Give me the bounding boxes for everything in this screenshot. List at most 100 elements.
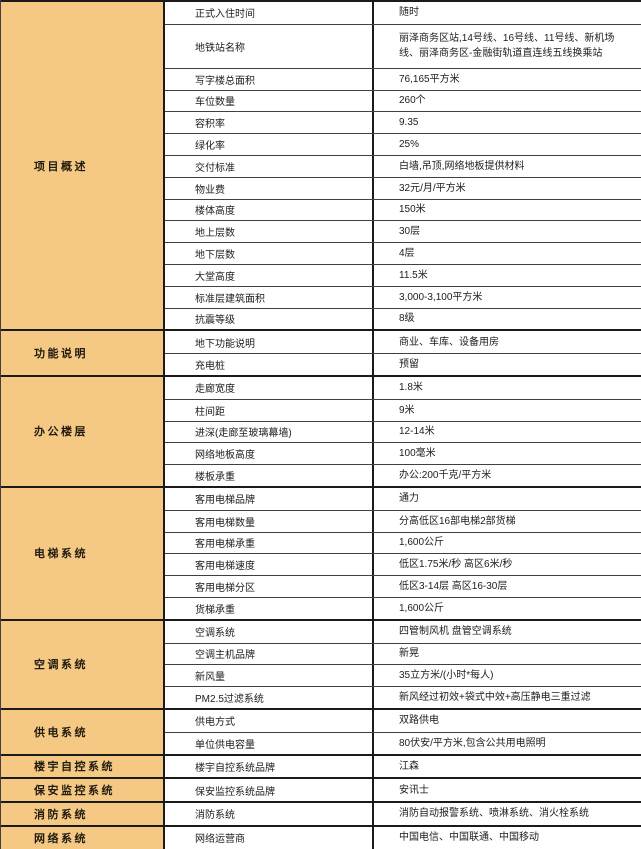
- table-row: 楼宇自控系统品牌 江森: [165, 755, 641, 778]
- attribute-value: 双路供电: [399, 715, 439, 727]
- attribute-value: 3,000-3,100平方米: [399, 291, 483, 303]
- table-row: 客用电梯数量 分高低区16部电梯2部货梯: [165, 509, 641, 532]
- attribute-label: 写字楼总面积: [165, 68, 374, 90]
- table-row: 进深(走廊至玻璃幕墙) 12-14米: [165, 420, 641, 443]
- attribute-value: 江森: [399, 760, 419, 772]
- table-section: 网络系统 网络运营商 中国电信、中国联通、中国移动: [1, 824, 641, 849]
- attribute-value: 8级: [399, 313, 415, 325]
- table-row: 供电方式 双路供电: [165, 709, 641, 732]
- attribute-label: 楼宇自控系统品牌: [165, 755, 374, 778]
- table-row: 抗震等级 8级: [165, 307, 641, 330]
- attribute-label: 标准层建筑面积: [165, 286, 374, 308]
- table-row: 楼体高度 150米: [165, 198, 641, 221]
- table-row: 地上层数 30层: [165, 220, 641, 243]
- category-label: 办公楼层: [1, 376, 163, 486]
- attribute-value: 12-14米: [399, 426, 435, 438]
- table-row: 空调主机品牌 新晃: [165, 642, 641, 665]
- attribute-value: 商业、车库、设备用房: [399, 336, 499, 348]
- attribute-value: 消防自动报警系统、喷淋系统、消火栓系统: [399, 808, 589, 820]
- category-label: 保安监控系统: [1, 779, 163, 802]
- table-row: 绿化率 25%: [165, 133, 641, 155]
- attribute-value: 9.35: [399, 117, 419, 129]
- attribute-value: 76,165平方米: [399, 73, 460, 85]
- table-row: 楼板承重 办公:200千克/平方米: [165, 464, 641, 486]
- table-row: 充电桩 预留: [165, 353, 641, 375]
- table-row: 交付标准 白墙,吊顶,网络地板提供材料: [165, 154, 641, 177]
- attribute-value: 80伏安/平方米,包含公共用电照明: [399, 737, 546, 749]
- section-rows: 地下功能说明 商业、车库、设备用房 充电桩 预留: [163, 331, 641, 375]
- attribute-value: 11.5米: [399, 269, 428, 281]
- attribute-value: 随时: [399, 7, 419, 19]
- table-row: PM2.5过滤系统 新风经过初效+袋式中效+高压静电三重过滤: [165, 686, 641, 708]
- table-row: 地下功能说明 商业、车库、设备用房: [165, 331, 641, 354]
- attribute-label: 货梯承重: [165, 597, 374, 619]
- attribute-value: 150米: [399, 204, 426, 216]
- table-row: 客用电梯承重 1,600公斤: [165, 531, 641, 554]
- attribute-value: 1.8米: [399, 382, 423, 394]
- attribute-label: 容积率: [165, 112, 374, 134]
- table-row: 保安监控系统品牌 安讯士: [165, 779, 641, 802]
- attribute-value: 4层: [399, 248, 415, 260]
- attribute-label: 物业费: [165, 177, 374, 199]
- section-rows: 空调系统 四管制风机 盘管空调系统空调主机品牌 新晃 新风量 35立方米/(小时*每人)…: [163, 620, 641, 708]
- attribute-label: 充电桩: [165, 354, 374, 375]
- section-rows: 供电方式 双路供电单位供电容量 80伏安/平方米,包含公共用电照明: [163, 709, 641, 754]
- attribute-label: 空调系统: [165, 620, 374, 643]
- table-section: 电梯系统 客用电梯品牌 通力 客用电梯数量 分高低区16部电梯2部货梯 客用电梯承重 1,6…: [1, 485, 641, 619]
- table-row: 标准层建筑面积 3,000-3,100平方米: [165, 285, 641, 308]
- attribute-label: 客用电梯数量: [165, 510, 374, 532]
- attribute-label: 单位供电容量: [165, 732, 374, 754]
- table-row: 客用电梯速度 低区1.75米/秒 高区6米/秒: [165, 553, 641, 576]
- attribute-value: 1,600公斤: [399, 602, 445, 614]
- table-row: 网络地板高度 100毫米: [165, 442, 641, 465]
- attribute-label: 楼板承重: [165, 465, 374, 486]
- attribute-label: 客用电梯速度: [165, 554, 374, 576]
- attribute-label: 客用电梯分区: [165, 576, 374, 597]
- table-row: 正式入住时间 随时: [165, 2, 641, 24]
- table-row: 物业费 32元/月/平方米: [165, 176, 641, 199]
- attribute-label: 客用电梯品牌: [165, 487, 374, 510]
- table-row: 柱间距 9米: [165, 398, 641, 421]
- table-row: 地铁站名称 丽泽商务区站,14号线、16号线、11号线、新机场线、丽泽商务区-金融…: [165, 23, 641, 68]
- attribute-label: 柱间距: [165, 399, 374, 421]
- attribute-value: 预留: [399, 359, 419, 371]
- attribute-value: 中国电信、中国联通、中国移动: [399, 832, 539, 844]
- category-label: 网络系统: [1, 826, 163, 849]
- table-row: 单位供电容量 80伏安/平方米,包含公共用电照明: [165, 731, 641, 754]
- attribute-value: 1,600公斤: [399, 537, 445, 549]
- table-row: 新风量 35立方米/(小时*每人): [165, 664, 641, 687]
- attribute-label: 车位数量: [165, 90, 374, 112]
- attribute-value: 办公:200千克/平方米: [399, 470, 492, 482]
- attribute-label: 供电方式: [165, 709, 374, 732]
- attribute-label: 地下层数: [165, 243, 374, 264]
- attribute-value: 30层: [399, 226, 421, 238]
- attribute-value: 丽泽商务区站,14号线、16号线、11号线、新机场线、丽泽商务区-金融街轨道直连…: [399, 33, 615, 60]
- attribute-label: 绿化率: [165, 134, 374, 155]
- attribute-value: 分高低区16部电梯2部货梯: [399, 515, 516, 527]
- attribute-value: 四管制风机 盘管空调系统: [399, 626, 512, 638]
- attribute-value: 32元/月/平方米: [399, 182, 466, 194]
- attribute-value: 260个: [399, 95, 426, 107]
- attribute-label: 正式入住时间: [165, 2, 374, 24]
- section-rows: 走廊宽度 1.8米 柱间距 9米 进深(走廊至玻璃幕墙) 12-14米 网络地板高度 100毫…: [163, 376, 641, 486]
- attribute-label: 新风量: [165, 665, 374, 687]
- section-rows: 客用电梯品牌 通力客用电梯数量 分高低区16部电梯2部货梯客用电梯承重 1,600公斤…: [163, 487, 641, 619]
- attribute-value: 9米: [399, 404, 415, 416]
- attribute-value: 25%: [399, 139, 420, 151]
- table-row: 大堂高度 11.5米: [165, 263, 641, 286]
- table-section: 保安监控系统 保安监控系统品牌 安讯士: [1, 777, 641, 802]
- attribute-value: 新风经过初效+袋式中效+高压静电三重过滤: [399, 692, 591, 703]
- attribute-label: 消防系统: [165, 803, 374, 825]
- attribute-value: 白墙,吊顶,网络地板提供材料: [399, 160, 525, 172]
- attribute-label: 大堂高度: [165, 264, 374, 286]
- attribute-value: 100毫米: [399, 448, 436, 460]
- attribute-label: 地铁站名称: [165, 24, 374, 68]
- table-row: 客用电梯品牌 通力: [165, 487, 641, 510]
- attribute-label: 网络运营商: [165, 826, 374, 849]
- attribute-label: 空调主机品牌: [165, 643, 374, 665]
- table-row: 消防系统 消防自动报警系统、喷淋系统、消火栓系统: [165, 803, 641, 825]
- attribute-value: 低区3-14层 高区16-30层: [399, 581, 508, 593]
- attribute-value: 通力: [399, 493, 419, 505]
- table-section: 办公楼层 走廊宽度 1.8米 柱间距 9米 进深(走廊至玻璃幕墙) 12-14米 网络地板高度…: [1, 374, 641, 486]
